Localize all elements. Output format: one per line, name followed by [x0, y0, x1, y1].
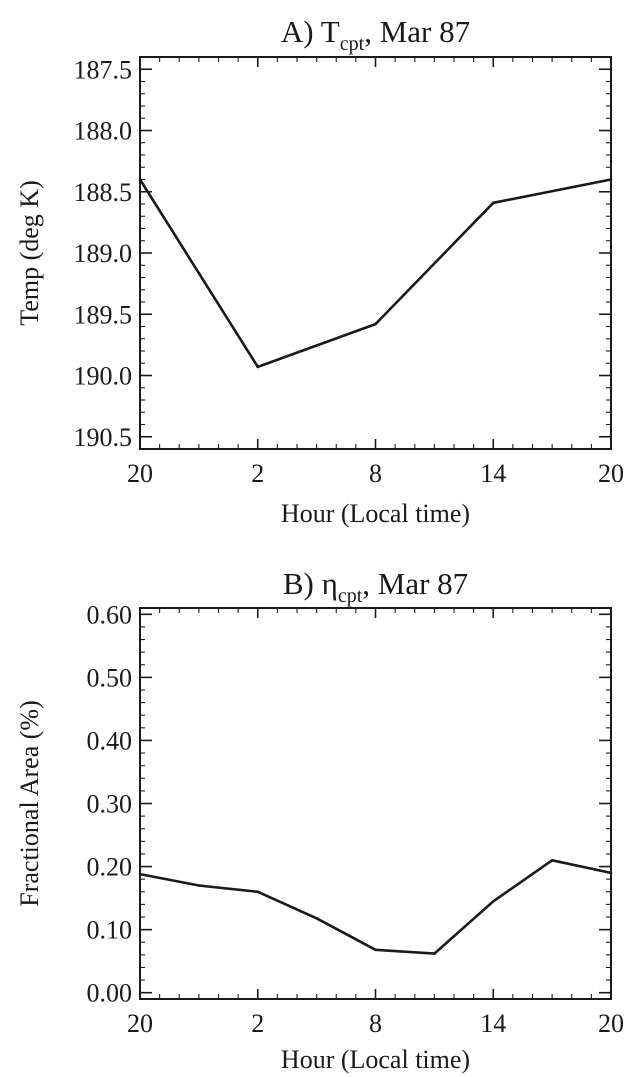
- data-point: [197, 884, 201, 887]
- x-tick-label: 20: [127, 1009, 153, 1038]
- chart-title: A) Tcpt, Mar 87: [281, 14, 470, 55]
- y-tick-label: 0.60: [87, 600, 133, 629]
- y-tick-label: 0.40: [87, 726, 133, 755]
- chart-title-suffix: , Mar 87: [362, 566, 468, 601]
- y-tick-label: 0.10: [87, 916, 133, 945]
- chart-title-main: A) T: [281, 14, 340, 49]
- data-point: [491, 201, 495, 205]
- data-point: [550, 858, 554, 862]
- y-tick-label: 190.5: [74, 423, 133, 452]
- y-tick-label: 188.5: [74, 178, 133, 207]
- x-tick-label: 8: [369, 459, 382, 488]
- data-point: [491, 899, 495, 903]
- chart-title: B) ηcpt, Mar 87: [283, 566, 468, 607]
- series-line: [138, 178, 612, 369]
- x-tick-label: 2: [251, 1009, 264, 1038]
- x-tick-label: 14: [480, 459, 506, 488]
- chart-panel-a: A) Tcpt, Mar 87 20 2 8 14 20 187.5 188.0 188.5 18…: [15, 14, 624, 528]
- data-point: [138, 178, 142, 181]
- plot-frame: [139, 56, 612, 450]
- chart-title-suffix: , Mar 87: [364, 14, 470, 49]
- plot-frame: [139, 607, 612, 1000]
- x-tick-label: 20: [598, 459, 624, 488]
- data-point: [374, 322, 377, 326]
- data-point: [256, 890, 260, 894]
- series-line: [139, 858, 612, 955]
- chart-title-main: B) η: [283, 566, 338, 601]
- data-point: [138, 872, 142, 876]
- x-tick-label: 14: [480, 1009, 506, 1038]
- x-tick-label: 20: [598, 1009, 624, 1038]
- y-tick-label: 190.0: [74, 362, 133, 391]
- data-point: [315, 916, 318, 920]
- y-tick-label: 0.30: [87, 790, 133, 819]
- data-point: [609, 871, 613, 875]
- x-tick-label: 2: [251, 459, 264, 488]
- x-axis-label: Hour (Local time): [281, 499, 470, 528]
- y-axis-label: Temp (deg K): [15, 180, 44, 325]
- y-tick-label: 0.00: [87, 979, 133, 1008]
- data-point: [374, 948, 377, 952]
- chart-title-subscript: cpt: [340, 33, 365, 55]
- x-tick-label: 8: [369, 1009, 382, 1038]
- x-axis-label: Hour (Local time): [281, 1045, 470, 1074]
- y-tick-label: 0.50: [87, 663, 133, 692]
- data-point: [433, 952, 436, 955]
- y-tick-label: 187.5: [74, 55, 133, 84]
- chart-title-subscript: cpt: [338, 585, 363, 607]
- y-tick-label: 189.5: [74, 300, 133, 329]
- x-tick-label: 20: [127, 459, 153, 488]
- y-tick-label: 189.0: [74, 239, 133, 268]
- data-point: [609, 178, 613, 181]
- y-axis-label: Fractional Area (%): [15, 700, 44, 906]
- y-tick-label: 0.20: [87, 853, 133, 882]
- data-point: [256, 365, 260, 369]
- y-tick-label: 188.0: [74, 117, 133, 146]
